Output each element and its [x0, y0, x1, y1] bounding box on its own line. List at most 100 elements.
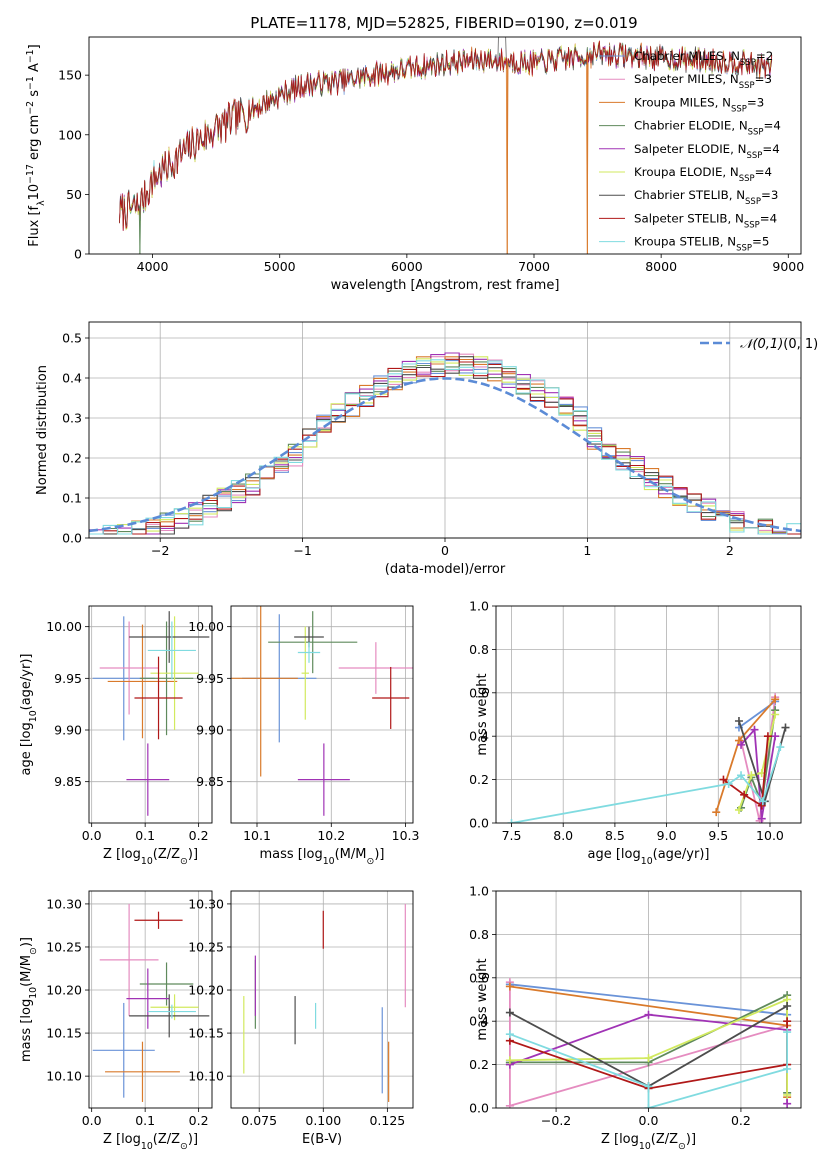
y-axis-label: Normed distribution — [35, 365, 50, 495]
series-8 — [507, 743, 785, 823]
y-tick-label: 9.90 — [54, 723, 82, 738]
y-tick-label: 10.20 — [188, 983, 224, 998]
y-tick-label: 0.1 — [62, 491, 82, 506]
x-tick-label: 0.0 — [639, 1113, 659, 1128]
y-tick-label: 9.95 — [196, 671, 224, 686]
x-tick-label: 6000 — [391, 259, 423, 274]
age-vs-mass-plot-area — [231, 606, 413, 816]
y-tick-label: 50 — [66, 187, 82, 202]
x-tick-label: 0.1 — [135, 1113, 155, 1128]
series-marker — [740, 790, 749, 799]
x-tick-label: 10.1 — [243, 828, 271, 843]
x-tick-label: 0.2 — [189, 1113, 209, 1128]
y-tick-label: 10.20 — [46, 983, 82, 998]
series-marker — [783, 1017, 792, 1026]
mass-vs-ebv-frame — [230, 890, 414, 1109]
y-tick-label: 10.25 — [188, 939, 224, 954]
y-axis-label: mass weight — [475, 958, 490, 1040]
legend-label: Chabrier MILES, NSSP=2 — [634, 49, 773, 68]
spectrum-plot-area — [119, 37, 773, 254]
errorbar-point-7 — [134, 911, 183, 929]
residual-histogram-panel: −2 −1 0 1 2 0.0 0.1 0.2 0.3 0.4 0.5 (data-model)/er… — [35, 321, 818, 577]
series-marker — [750, 725, 759, 734]
errorbar-point-1 — [99, 903, 159, 1016]
spectrum-frame — [88, 36, 802, 255]
series-marker — [505, 1056, 514, 1065]
y-tick-label: 0.0 — [469, 1101, 489, 1116]
series-marker — [507, 819, 516, 823]
histogram-series-8 — [89, 359, 801, 535]
age-vs-z-panel: 0.0 0.1 0.2 9.85 9.90 9.95 10.00 Z [log10(Z/Z⊙)… — [19, 605, 213, 867]
residual-histogram-frame — [88, 321, 802, 539]
x-tick-label: −2 — [151, 543, 169, 558]
y-axis-label: mass [log10(M/M⊙)] — [19, 937, 39, 1062]
errorbar-point-0 — [92, 1002, 155, 1098]
errorbar-point-4 — [126, 743, 170, 816]
errorbar-point-1 — [338, 642, 413, 694]
x-tick-label: 10.0 — [756, 828, 784, 843]
age-vs-z-frame — [88, 605, 213, 824]
series-marker — [644, 1010, 653, 1019]
series-marker — [724, 779, 733, 788]
mass-vs-z-panel: 0.0 0.1 0.2 10.10 10.15 10.20 10.25 10.30 Z [log… — [19, 890, 213, 1152]
y-tick-label: 9.95 — [54, 671, 82, 686]
legend-label: Kroupa ELODIE, NSSP=4 — [634, 165, 772, 184]
series-marker — [771, 695, 780, 704]
x-tick-label: 2 — [726, 543, 734, 558]
x-tick-label: 8.0 — [553, 828, 573, 843]
y-tick-label: 1.0 — [469, 599, 489, 614]
errorbar-point-8 — [147, 1004, 196, 1019]
errorbar-point-4 — [297, 743, 350, 816]
spectrum-legend: Chabrier MILES, NSSP=2 Salpeter MILES, NS… — [599, 49, 781, 254]
x-tick-label: 0.1 — [135, 828, 155, 843]
y-tick-label: 0.2 — [469, 1057, 489, 1072]
series-marker — [505, 1030, 514, 1039]
mass-weight-vs-z-panel: −0.2 0.0 0.2 0.0 0.2 0.4 0.6 0.8 1.0 Z [log10(Z/Z… — [469, 884, 802, 1152]
y-tick-label: 0.0 — [62, 531, 82, 546]
series-marker — [763, 732, 772, 741]
histogram-legend: 𝒩(0,1)(0, 1) — [700, 337, 818, 352]
charts-layer: 4000 5000 6000 7000 8000 9000 0 50 100 150 wavelen… — [19, 36, 818, 1152]
mass-vs-z-frame — [88, 890, 213, 1109]
series-marker — [505, 1008, 514, 1017]
legend-label: Kroupa STELIB, NSSP=5 — [634, 235, 769, 254]
x-axis-label: E(B-V) — [302, 1132, 342, 1147]
y-tick-label: 9.90 — [196, 723, 224, 738]
series-marker — [719, 775, 728, 784]
legend-label: Salpeter STELIB, NSSP=4 — [634, 211, 777, 230]
y-tick-label: 0.4 — [469, 729, 489, 744]
series-marker — [737, 740, 746, 749]
spectrum-line-7 — [119, 40, 773, 231]
x-tick-label: 8000 — [645, 259, 677, 274]
y-tick-label: 0.5 — [62, 331, 82, 346]
errorbar-point-8 — [297, 642, 321, 663]
errorbar-point-7 — [134, 656, 183, 740]
y-tick-label: 1.0 — [469, 884, 489, 899]
mass-weight-vs-z-frame — [495, 890, 802, 1109]
series-marker — [776, 743, 785, 752]
series-line — [722, 736, 769, 808]
y-tick-label: 0.2 — [62, 451, 82, 466]
errorbar-point-1 — [99, 621, 159, 715]
y-tick-label: 9.85 — [54, 774, 82, 789]
series-line — [509, 983, 788, 1016]
x-axis-label: Z [log10(Z/Z⊙)] — [103, 1132, 198, 1152]
y-tick-label: 0.8 — [469, 642, 489, 657]
series-marker — [734, 805, 743, 814]
series-7 — [719, 732, 772, 810]
x-tick-label: 1 — [583, 543, 591, 558]
y-tick-label: 10.30 — [46, 896, 82, 911]
series-marker — [758, 797, 767, 806]
mass-weight-vs-age-plot-area — [507, 693, 790, 823]
x-tick-label: 9.0 — [657, 828, 677, 843]
series-marker — [781, 723, 790, 732]
series-line — [509, 1032, 788, 1108]
x-tick-label: 0.100 — [305, 1113, 341, 1128]
errorbar-point-8 — [147, 621, 196, 680]
x-tick-label: −1 — [293, 543, 311, 558]
series-2 — [712, 695, 780, 817]
y-tick-label: 10.00 — [46, 619, 82, 634]
y-tick-label: 10.15 — [188, 1026, 224, 1041]
x-tick-label: −0.2 — [541, 1113, 571, 1128]
